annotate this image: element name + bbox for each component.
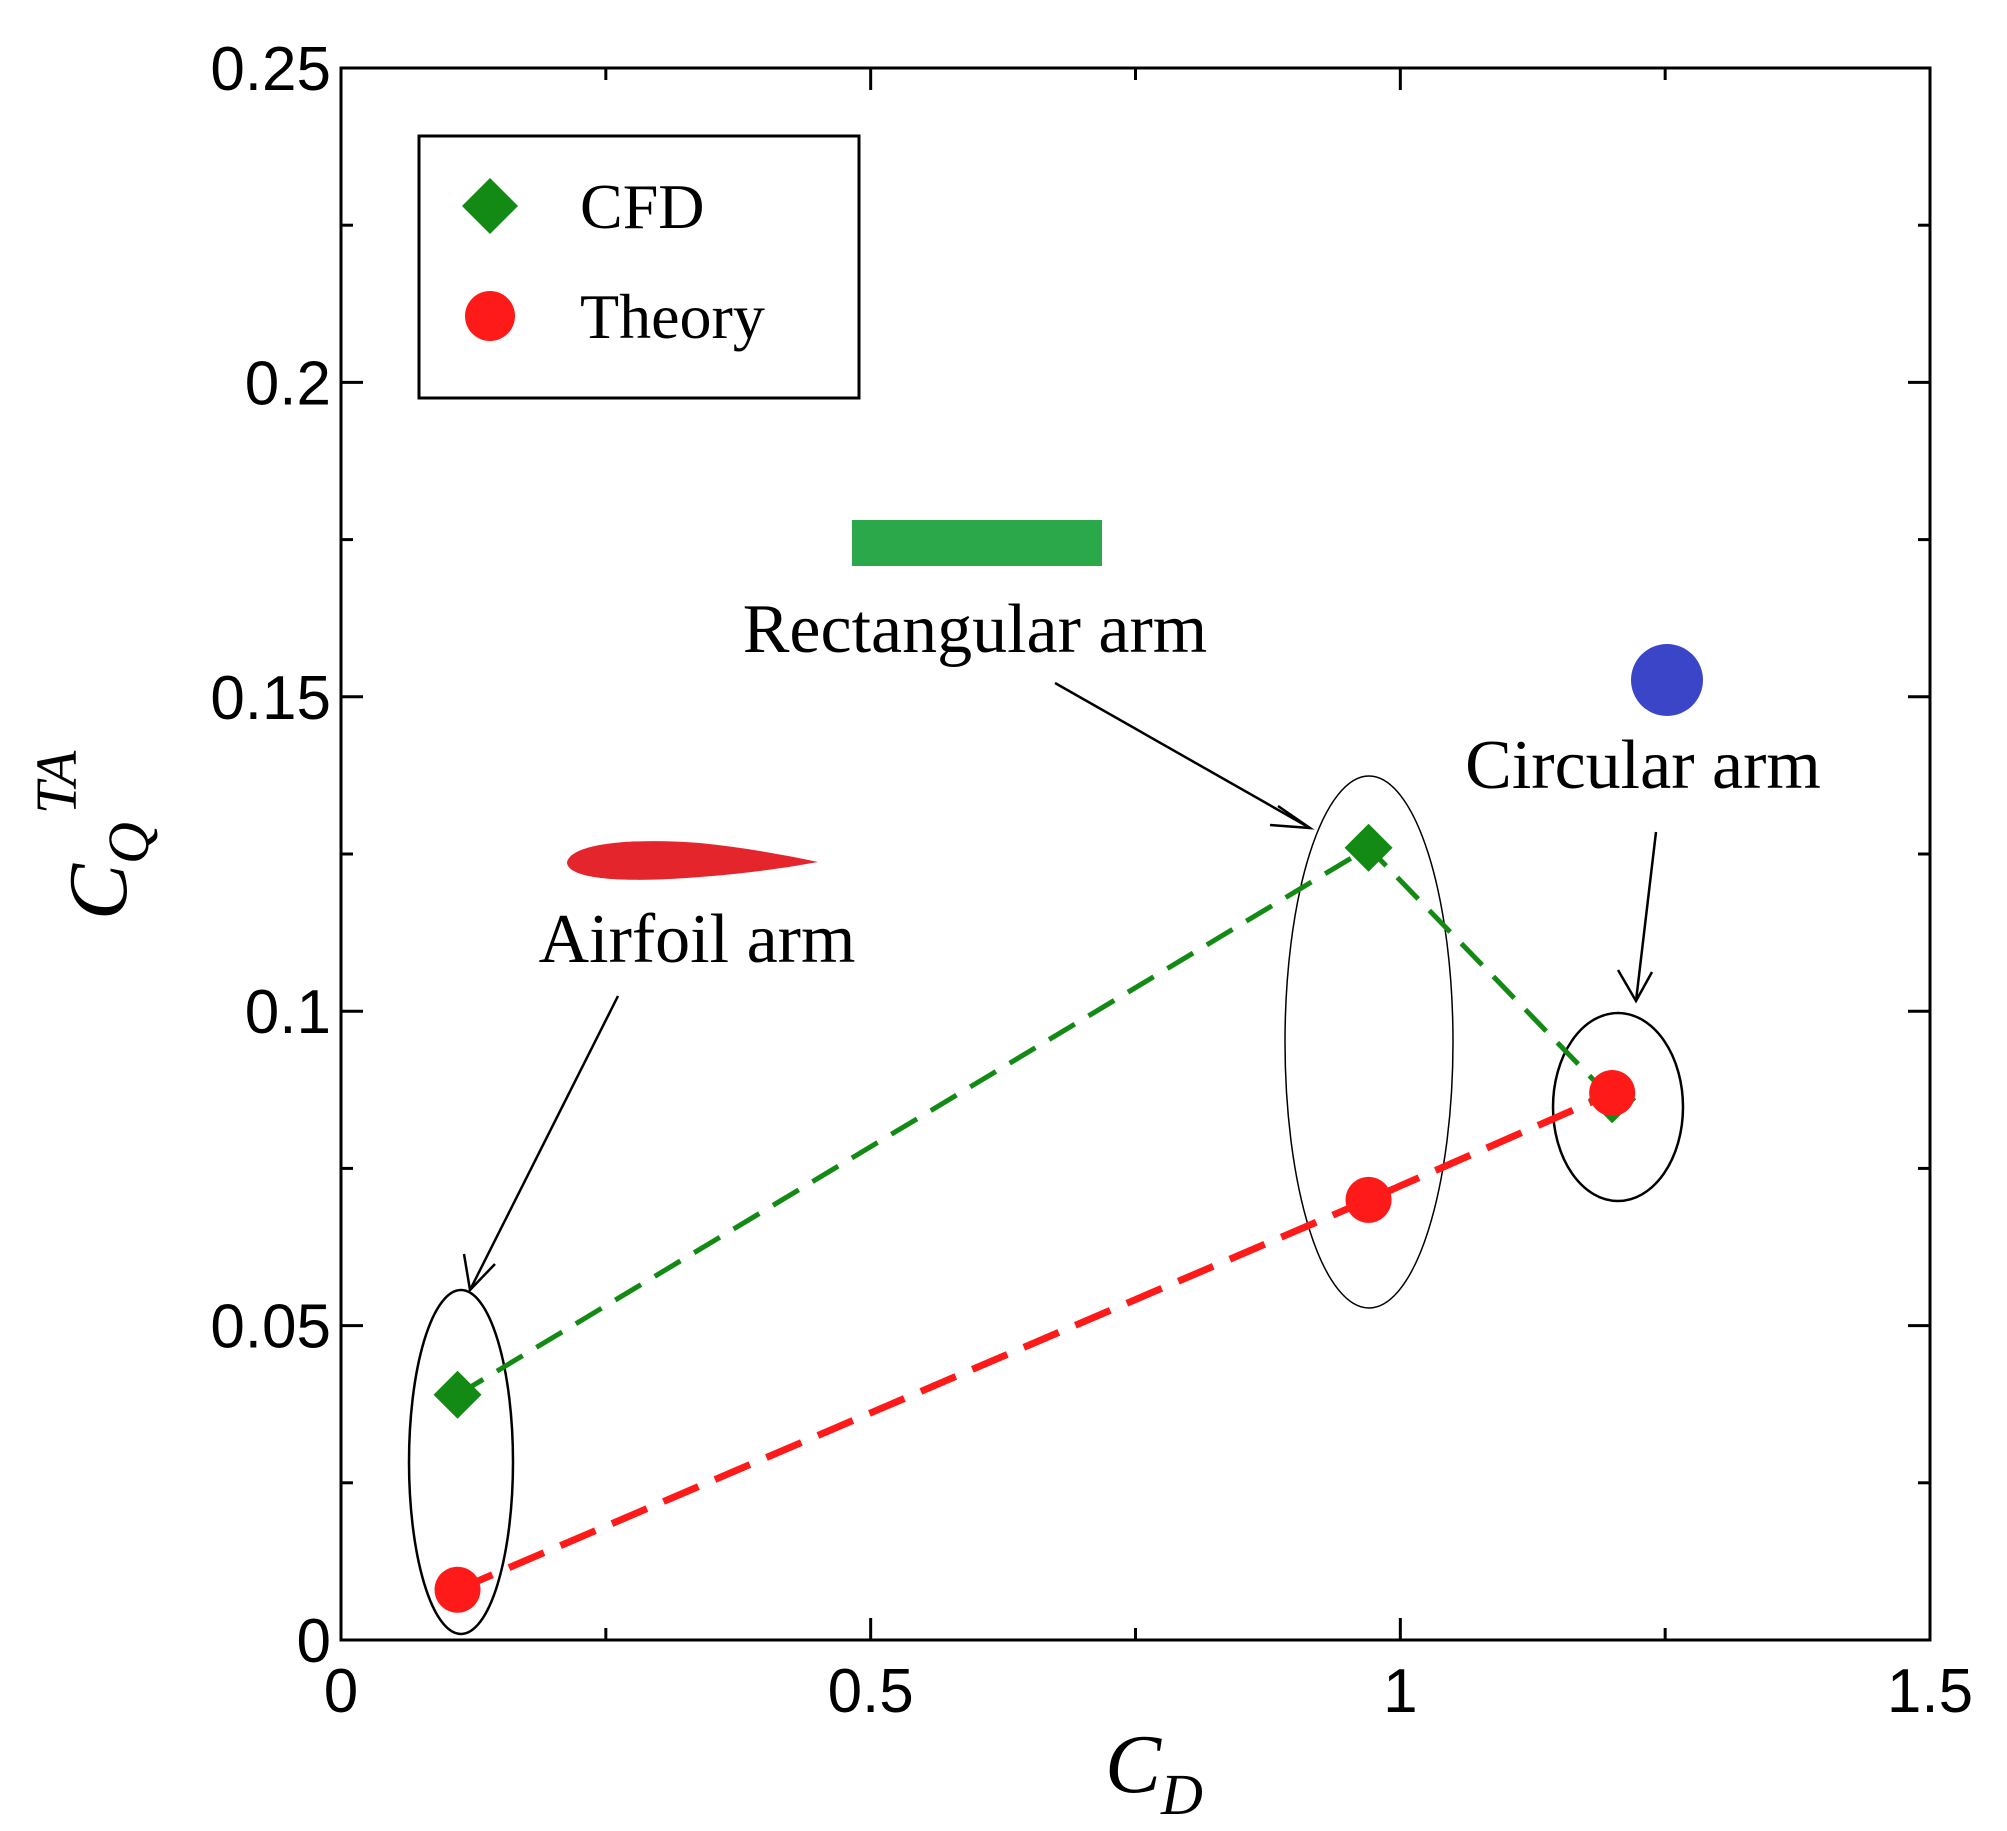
circular-group-ellipse [1551, 1011, 1685, 1203]
airfoil-arrow [468, 995, 620, 1291]
legend-label-theory: Theory [580, 281, 765, 352]
legend-label-cfd: CFD [580, 171, 705, 242]
data-point-cfd [433, 1370, 482, 1419]
x-tick-label: 0.5 [828, 1657, 914, 1726]
annotation-arrows [462, 681, 1658, 1293]
annotation-rectangular-label: Rectangular arm [743, 591, 1208, 668]
rectangular-arrow [1054, 681, 1311, 830]
y-tick-label: 0.05 [210, 1293, 331, 1362]
rectangular-arrowhead [1269, 804, 1315, 830]
data-point-theory [434, 1566, 481, 1613]
circular-arrow [1634, 831, 1658, 1002]
airfoil-arrowhead [462, 1253, 496, 1293]
y-tick-label: 0.25 [210, 35, 331, 104]
series-group [433, 823, 1637, 1613]
y-axis-title: CQTA [24, 750, 161, 920]
x-tick-label: 1.5 [1887, 1657, 1973, 1726]
x-tick-label: 0 [324, 1657, 358, 1726]
x-tick-label: 1 [1383, 1657, 1417, 1726]
annotation-airfoil-label: Airfoil arm [539, 901, 856, 978]
rectangle-shape-icon [852, 520, 1102, 566]
airfoil-shape-icon [567, 841, 818, 880]
data-point-theory [1589, 1069, 1636, 1116]
rectangular-group-ellipse [1284, 775, 1454, 1309]
x-axis-title: CD [1105, 1718, 1203, 1827]
legend-marker-cfd [462, 178, 518, 234]
y-tick-label: 0.1 [245, 978, 331, 1047]
ticks-group [339, 66, 1932, 1642]
legend: CFD Theory [417, 134, 861, 400]
series-line-theory [456, 1089, 1614, 1593]
data-point-cfd [1344, 823, 1393, 872]
data-point-theory [1345, 1176, 1392, 1223]
circular-arrowhead [1616, 969, 1654, 1004]
y-tick-label: 0.2 [245, 349, 331, 418]
tick-labels-group: 0 0.5 1 1.5 0 0.05 0.1 0.15 0.2 0.25 [210, 35, 1973, 1726]
circle-shape-icon [1631, 644, 1703, 716]
legend-marker-theory [465, 291, 515, 341]
airfoil-group-ellipse [407, 1288, 515, 1636]
y-tick-label: 0.15 [210, 664, 331, 733]
y-tick-label: 0 [297, 1607, 331, 1676]
legend-box [417, 134, 861, 400]
annotation-circular-label: Circular arm [1465, 727, 1821, 804]
